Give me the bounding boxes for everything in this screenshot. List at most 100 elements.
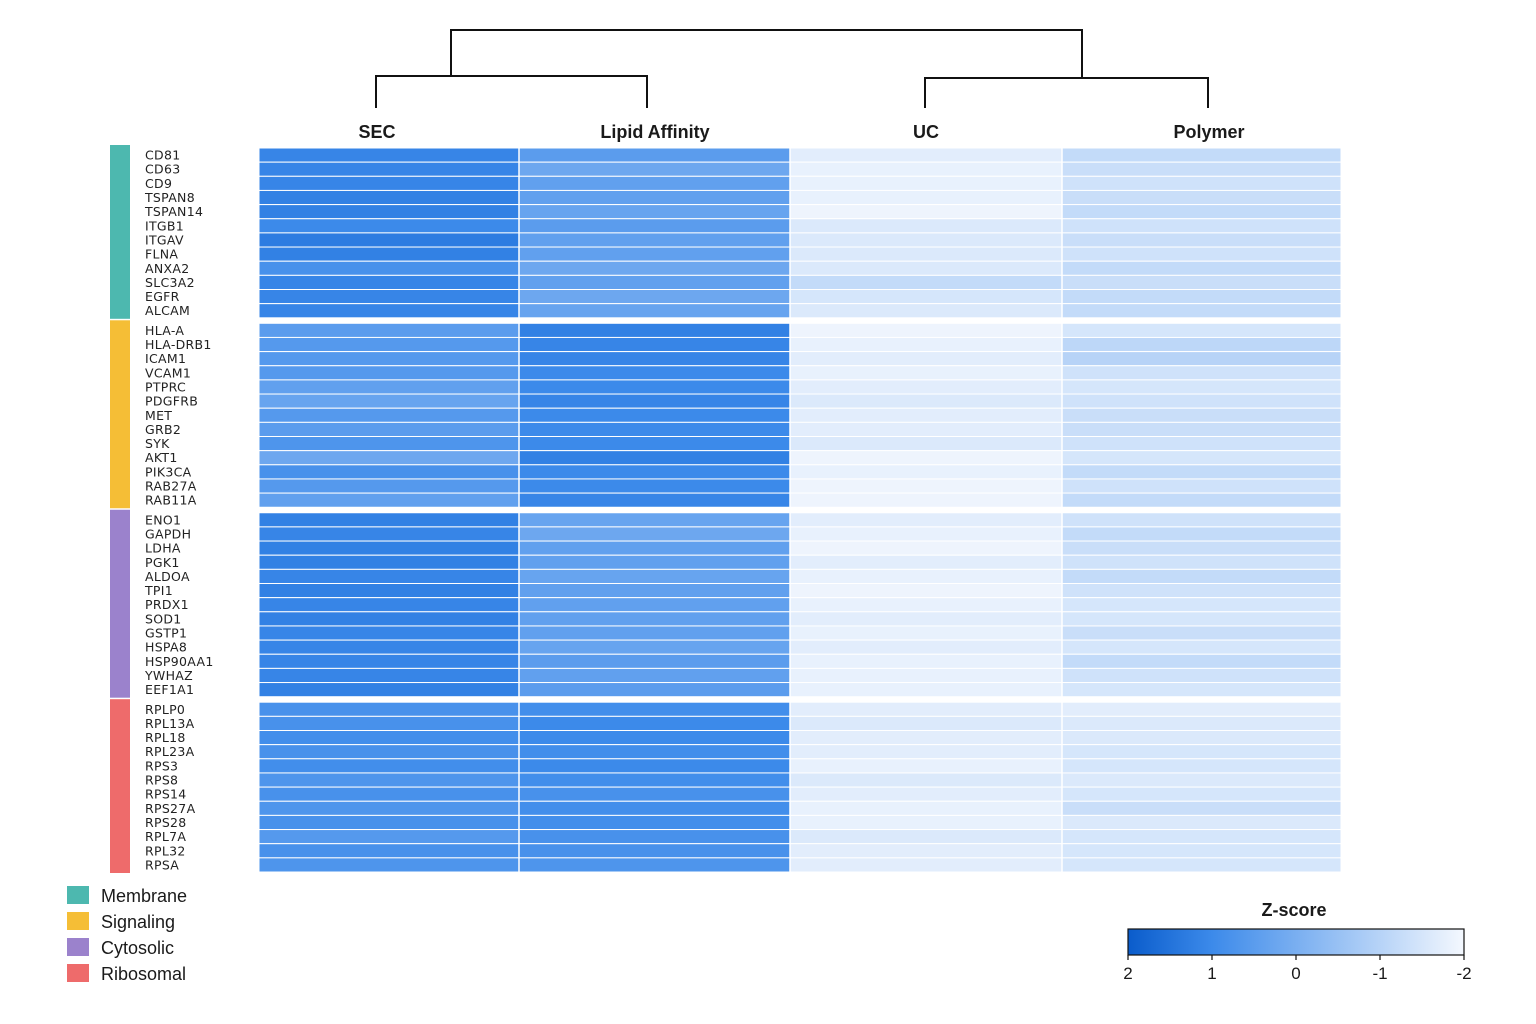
heatmap-cell <box>258 653 520 669</box>
heatmap-cell <box>518 260 791 276</box>
heatmap-cell <box>1061 161 1342 177</box>
heatmap-cell <box>789 289 1063 305</box>
z-score-colorbar: Z-score 2 1 0 -1 -2 <box>1123 900 1471 983</box>
row-label: AKT1 <box>145 450 178 465</box>
heatmap-cell <box>789 611 1063 627</box>
heatmap-cell <box>1061 421 1342 438</box>
heatmap-cell <box>1061 274 1342 291</box>
row-label: RPL32 <box>145 843 186 858</box>
row-label: SLC3A2 <box>145 275 195 290</box>
heatmap-cell <box>789 492 1063 508</box>
row-label: RPL23A <box>145 744 195 759</box>
heatmap-cell <box>1061 147 1342 163</box>
heatmap-cell <box>1061 450 1342 466</box>
heatmap-cell <box>789 540 1063 556</box>
heatmap-cell <box>518 800 791 816</box>
row-label: RPLP0 <box>145 702 185 717</box>
heatmap-cell <box>789 407 1063 423</box>
heatmap-cell <box>258 303 520 319</box>
heatmap-cell <box>1061 464 1342 480</box>
row-label: TPI1 <box>144 583 173 598</box>
heatmap-cell <box>258 274 520 291</box>
row-label: TSPAN8 <box>144 190 195 205</box>
dendrogram-branch-left <box>375 75 648 108</box>
heatmap-cell <box>258 800 520 816</box>
heatmap-cell <box>518 289 791 305</box>
row-label: RPS3 <box>145 758 178 773</box>
heatmap-cell <box>1061 639 1342 655</box>
heatmap-cell <box>789 260 1063 276</box>
heatmap-cell <box>1061 189 1342 206</box>
heatmap-cell <box>789 814 1063 831</box>
heatmap-cell <box>258 407 520 423</box>
heatmap-cell <box>789 554 1063 570</box>
heatmap-cell <box>1061 583 1342 599</box>
heatmap-cell <box>258 365 520 381</box>
heatmap-cell <box>518 379 791 395</box>
row-label: RPL7A <box>145 829 186 844</box>
heatmap-cell <box>518 336 791 353</box>
row-labels: CD81CD63CD9TSPAN8TSPAN14ITGB1ITGAVFLNAAN… <box>144 148 213 873</box>
row-label: HSPA8 <box>145 640 187 655</box>
row-label: SOD1 <box>145 611 182 626</box>
heatmap-cell <box>789 583 1063 599</box>
row-label: SYK <box>145 436 170 451</box>
colorbar-tick-label: 2 <box>1123 964 1132 983</box>
heatmap-cell <box>789 204 1063 220</box>
row-label: ALCAM <box>145 303 190 318</box>
heatmap-cell <box>789 246 1063 262</box>
heatmap-cell <box>789 829 1063 845</box>
heatmap-cell <box>258 512 520 528</box>
heatmap-cell <box>1061 407 1342 423</box>
heatmap-cell <box>789 421 1063 438</box>
row-label: HLA-A <box>145 323 184 338</box>
heatmap-cell <box>518 365 791 381</box>
legend-swatch-membrane <box>67 886 89 904</box>
heatmap-cell <box>518 161 791 177</box>
heatmap-cell <box>1061 351 1342 367</box>
heatmap-cell <box>258 639 520 655</box>
heatmap-cell <box>258 161 520 177</box>
heatmap-cell <box>1061 625 1342 641</box>
heatmap-cell <box>258 843 520 859</box>
heatmap-cell <box>518 351 791 367</box>
heatmap-cell <box>789 758 1063 774</box>
heatmap-cell <box>258 568 520 584</box>
heatmap-cell <box>258 701 520 717</box>
heatmap-cell <box>258 730 520 746</box>
row-label: RPL18 <box>145 730 186 745</box>
heatmap-cell <box>789 232 1063 248</box>
heatmap-cell <box>518 597 791 613</box>
heatmap-cell <box>518 303 791 319</box>
heatmap-cell <box>258 682 520 698</box>
group-legend: Membrane Signaling Cytosolic Ribosomal <box>67 886 187 984</box>
column-label: Polymer <box>1173 122 1244 142</box>
heatmap-cell <box>518 478 791 494</box>
heatmap-cell <box>258 351 520 367</box>
heatmap-cell <box>518 246 791 262</box>
heatmap-cell <box>789 175 1063 191</box>
row-label: EEF1A1 <box>145 682 194 697</box>
heatmap-cell <box>1061 744 1342 760</box>
heatmap-cell <box>1061 701 1342 717</box>
heatmap-cell <box>1061 492 1342 508</box>
row-label: RAB27A <box>145 479 197 494</box>
dendrogram-branch-right <box>924 77 1209 108</box>
dendrogram-root <box>450 29 1083 78</box>
heatmap-cell <box>258 450 520 466</box>
group-bar-ribosomal <box>110 699 130 873</box>
heatmap-cell <box>518 526 791 542</box>
heatmap-cell <box>258 744 520 760</box>
heatmap-cell <box>518 554 791 570</box>
row-label: EGFR <box>145 289 180 304</box>
heatmap-cell <box>258 492 520 508</box>
column-labels: SEC Lipid Affinity UC Polymer <box>358 122 1244 142</box>
heatmap-cell <box>518 407 791 423</box>
heatmap-cell <box>1061 336 1342 353</box>
column-label: SEC <box>358 122 395 142</box>
heatmap-cell <box>1061 512 1342 528</box>
heatmap-cell <box>518 274 791 291</box>
row-label: ENO1 <box>145 512 181 527</box>
colorbar-tick-label: -1 <box>1372 964 1387 983</box>
